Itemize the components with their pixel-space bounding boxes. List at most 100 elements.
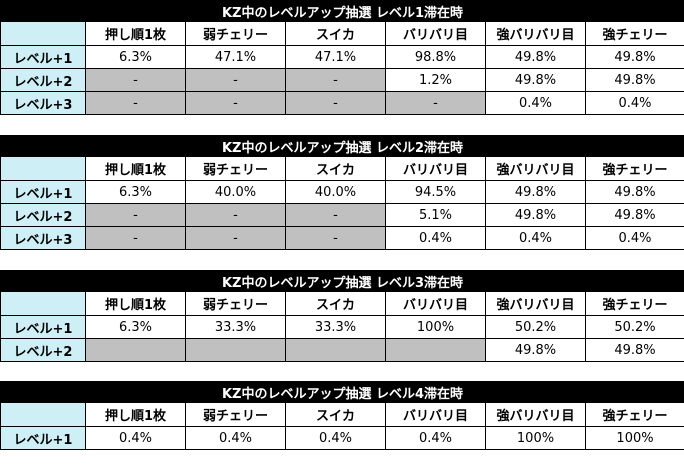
column-header: 弱チェリー [185,402,286,427]
row-label: レベル+2 [0,338,86,362]
column-header: 強チェリー [584,402,684,427]
level-table-1: KZ中のレベルアップ抽選 レベル1滞在時 押し順1枚 弱チェリー スイカ バリバリ目 強バ… [0,0,684,115]
row-label: レベル+1 [0,426,86,450]
table-cell: 49.8% [584,203,684,227]
header-corner [0,21,86,46]
table-cell: 0.4% [385,226,486,250]
table-cell: 0.4% [385,426,486,450]
table-cell: 33.3% [285,315,386,339]
table-row: レベル+3- - - -0.4% 0.4% [0,91,684,115]
table-title: KZ中のレベルアップ抽選 レベル2滞在時 [0,135,684,157]
table-cell: 49.8% [584,180,684,204]
table-row: レベル+3- - -0.4% 0.4% 0.4% [0,226,684,250]
table-row: レベル+1 6.3% 33.3% 33.3% 100% 50.2% 50.2% [0,315,684,339]
table-cell: 47.1% [185,45,286,69]
table-cell: 98.8% [385,45,486,69]
table-cell: - [285,226,386,250]
table-cell: - [185,226,286,250]
column-header: バリバリ目 [385,291,486,316]
table-cell: - [185,203,286,227]
column-header: 押し順1枚 [85,21,186,46]
table-cell: 40.0% [285,180,386,204]
table-cell: - [85,91,186,115]
row-label: レベル+2 [0,203,86,227]
table-cell: 94.5% [385,180,486,204]
table-cell: 6.3% [85,180,186,204]
table-row: レベル+2 49.8% 49.8% [0,338,684,362]
table-row: レベル+1 6.3% 40.0% 40.0% 94.5% 49.8% 49.8% [0,180,684,204]
table-cell: 49.8% [485,45,586,69]
level-table-2: KZ中のレベルアップ抽選 レベル2滞在時 押し順1枚 弱チェリー スイカ バリバリ目 強バ… [0,135,684,250]
table-cell: 49.8% [584,338,684,362]
column-header: 押し順1枚 [85,156,186,181]
table-cell: 100% [385,315,486,339]
table-cell: - [185,68,286,92]
table-cell: - [85,203,186,227]
column-header: スイカ [285,291,386,316]
column-header: 強バリバリ目 [485,156,586,181]
row-label: レベル+1 [0,180,86,204]
table-cell: 5.1% [385,203,486,227]
table-title: KZ中のレベルアップ抽選 レベル3滞在時 [0,270,684,292]
column-header: 強チェリー [584,156,684,181]
table-cell: 100% [485,426,586,450]
table-title: KZ中のレベルアップ抽選 レベル4滞在時 [0,381,684,403]
table-cell: - [85,226,186,250]
table-cell: - [85,68,186,92]
column-header: バリバリ目 [385,156,486,181]
header-corner [0,156,86,181]
table-cell [85,338,186,362]
table-cell: 49.8% [485,338,586,362]
table-cell: 50.2% [485,315,586,339]
table-cell [285,338,386,362]
column-header: バリバリ目 [385,402,486,427]
table-cell: 0.4% [485,226,586,250]
column-header: 強バリバリ目 [485,291,586,316]
table-row: レベル+1 6.3% 47.1% 47.1% 98.8% 49.8% 49.8% [0,45,684,69]
table-cell: 0.4% [285,426,386,450]
table-title: KZ中のレベルアップ抽選 レベル1滞在時 [0,0,684,22]
column-header: スイカ [285,21,386,46]
header-corner [0,402,86,427]
column-header: スイカ [285,156,386,181]
table-cell: 0.4% [584,91,684,115]
table-cell: 40.0% [185,180,286,204]
table-cell: - [285,68,386,92]
table-cell: 33.3% [185,315,286,339]
table-cell: 49.8% [584,68,684,92]
column-header: 押し順1枚 [85,402,186,427]
table-cell [185,338,286,362]
column-header: バリバリ目 [385,21,486,46]
header-corner [0,291,86,316]
column-header: 弱チェリー [185,156,286,181]
column-header: 弱チェリー [185,21,286,46]
column-header: スイカ [285,402,386,427]
table-cell: 49.8% [485,180,586,204]
column-header: 強チェリー [584,21,684,46]
table-cell: 0.4% [584,226,684,250]
table-cell: - [185,91,286,115]
row-label: レベル+1 [0,45,86,69]
row-label: レベル+1 [0,315,86,339]
table-cell: - [285,91,386,115]
table-cell: - [285,203,386,227]
column-header: 弱チェリー [185,291,286,316]
column-header: 強バリバリ目 [485,402,586,427]
table-cell [385,338,486,362]
table-cell: 50.2% [584,315,684,339]
table-cell: 6.3% [85,45,186,69]
column-header: 押し順1枚 [85,291,186,316]
table-cell: - [385,91,486,115]
table-cell: 0.4% [485,91,586,115]
level-table-4: KZ中のレベルアップ抽選 レベル4滞在時 押し順1枚 弱チェリー スイカ バリバリ目 強バ… [0,381,684,450]
table-row: レベル+2- - -5.1% 49.8% 49.8% [0,203,684,227]
table-row: レベル+1 0.4% 0.4% 0.4% 0.4% 100% 100% [0,426,684,450]
table-cell: 6.3% [85,315,186,339]
table-cell: 49.8% [485,203,586,227]
table-cell: 47.1% [285,45,386,69]
column-header: 強バリバリ目 [485,21,586,46]
table-cell: 0.4% [85,426,186,450]
row-label: レベル+3 [0,226,86,250]
table-cell: 49.8% [485,68,586,92]
